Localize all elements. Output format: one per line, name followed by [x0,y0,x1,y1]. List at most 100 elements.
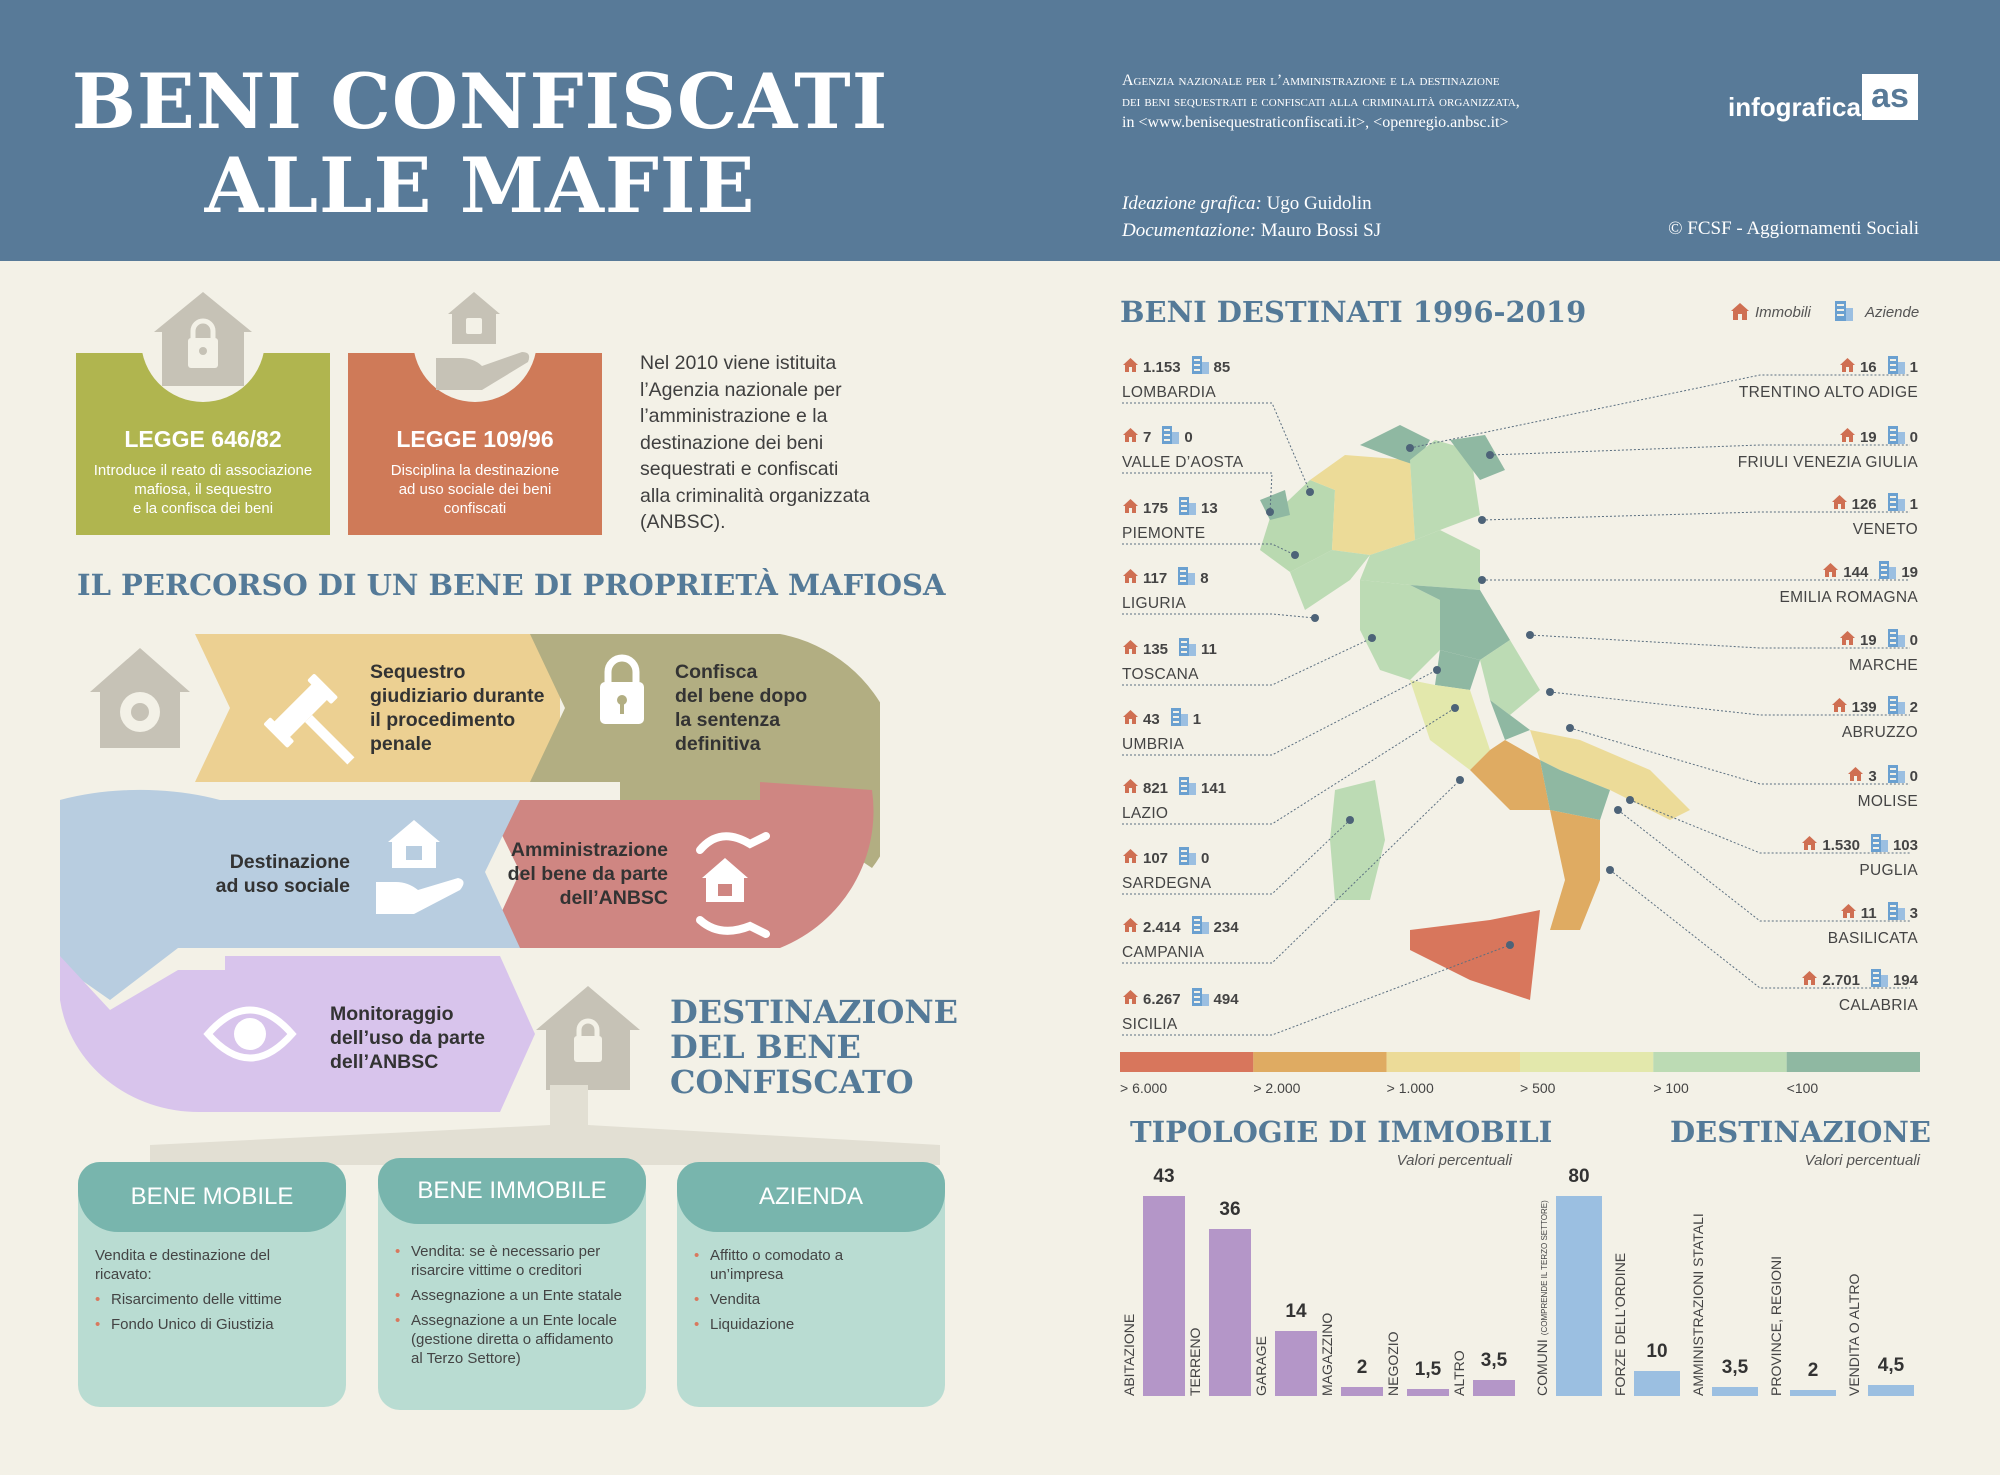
step-line: del bene da parte [507,863,668,885]
aziende-count: 0 [1909,632,1918,649]
map-title: BENI DESTINATI 1996-2019 [1120,295,1587,329]
law-desc-line: Introduce il reato di associazione [93,462,313,479]
region-piemonte [1260,480,1335,572]
law-desc-line: mafiosa, il sequestro [134,481,272,498]
tipologie-title: TIPOLOGIE DI IMMOBILI [1130,1115,1553,1149]
eye-icon [203,1006,297,1062]
destinazione-value-label: 2 [1807,1360,1819,1381]
immobili-count: 144 [1843,564,1869,581]
scale-swatch [1120,1052,1254,1072]
legend-house-icon [1731,303,1749,320]
building-icon [1887,764,1906,789]
house-icon [1122,989,1139,1010]
region-label-toscana: 135 11 TOSCANA [1122,637,1282,684]
destinazione-subtitle: Valori percentuali [1804,1152,1920,1169]
region-name: SICILIA [1122,1016,1178,1033]
source-note: Agenzia nazionale per l’amministrazione … [1122,70,1520,112]
region-name: LIGURIA [1122,595,1187,612]
region-sicilia [1410,910,1540,1000]
building-icon [1178,496,1197,521]
aziende-count: 85 [1213,359,1231,376]
immobili-count: 16 [1859,359,1877,376]
destinazione-title: DESTINAZIONE [1670,1115,1931,1149]
house-icon [1822,562,1839,583]
percorso-title: IL PERCORSO DI UN BENE DI PROPRIETÀ MAFI… [77,568,946,602]
building-icon [1887,901,1906,926]
list-item-text: un’impresa [710,1266,784,1283]
region-name: MARCHE [1849,657,1918,674]
list-item-text: Liquidazione [710,1316,795,1333]
leader-line [1122,707,1456,825]
region-puglia [1530,730,1690,820]
immobili-count: 117 [1143,570,1168,587]
hand-house-icon [413,286,537,402]
immobili-count: 139 [1851,699,1877,716]
destinazione-value-label: 4,5 [1877,1354,1905,1376]
intro-line: l’Agenzia nazionale per [640,378,842,401]
copyright: © FCSF - Aggiornamenti Sociali [1668,218,1919,239]
legend-immobili: Immobili [1755,304,1811,321]
region-dot [1606,866,1614,874]
house-icon [1839,630,1856,651]
region-dot [1311,614,1319,622]
percorso-flow [60,634,880,1113]
house-icon [1122,917,1139,938]
leader-line [1122,944,1511,1036]
region-name: ABRUZZO [1841,724,1918,741]
region-label-veneto: 126 1 VENETO [1700,492,1918,539]
leader-line [1122,819,1351,895]
region-name: VENETO [1852,521,1918,538]
aziende-count: 0 [1909,429,1918,446]
aziende-count: 2 [1909,699,1918,716]
step-line: definitiva [675,733,761,755]
list-item: Fondo Unico di Giustizia [95,1315,335,1334]
region-name: CAMPANIA [1122,944,1205,961]
step-line: dell’ANBSC [559,887,668,909]
step-line: Confisca [675,661,758,683]
region-dot [1546,688,1554,696]
aziende-count: 13 [1201,500,1218,517]
region-dot [1486,451,1494,459]
list-item: Liquidazione [694,1315,934,1334]
region-toscana [1360,580,1440,680]
cards-connector [150,1085,940,1165]
destinazione-category-label: VENDITA O ALTRO [1846,1273,1862,1396]
law-646-desc: Introduce il reato di associazione mafio… [76,461,330,518]
region-liguria [1290,550,1370,610]
house-eye-icon [90,648,190,748]
house-icon [1122,639,1139,660]
region-label-sicilia: 6.267 494 SICILIA [1122,987,1282,1034]
aziende-count: 11 [1201,641,1217,658]
leader-line [1122,472,1273,513]
card-bene-immobile-body: Vendita: se è necessario per risarcire vi… [395,1236,640,1368]
immobili-count: 821 [1143,780,1169,797]
region-sardegna [1330,780,1385,900]
destinazione-bar [1712,1387,1758,1396]
region-friuli [1450,435,1505,480]
building-icon [1177,566,1196,591]
scale-swatch [1386,1052,1520,1072]
region-label-trentinoaltoadige: 16 1 TRENTINO ALTO ADIGE [1700,355,1918,402]
intro-text: Nel 2010 viene istituita l’Agenzia nazio… [640,350,940,536]
region-label-emiliaromagna: 144 19 EMILIA ROMAGNA [1700,560,1918,607]
tipologie-category-label: ALTRO [1451,1350,1467,1396]
step-line: penale [370,733,432,755]
region-label-lombardia: 1.153 85 LOMBARDIA [1122,355,1282,402]
tipologie-value-label: 14 [1285,1300,1307,1322]
house-lock-icon [536,986,640,1090]
step-line: Amministrazione [510,839,668,861]
immobili-count: 2.701 [1822,972,1860,989]
region-trentino [1360,425,1430,465]
card-azienda-head: AZIENDA [677,1162,945,1232]
building-icon [1170,707,1189,732]
building-icon [1178,846,1197,871]
documentazione-label: Documentazione: [1122,220,1257,241]
building-icon [1191,987,1210,1012]
region-label-puglia: 1.530 103 PUGLIA [1700,833,1918,880]
immobili-count: 3 [1868,768,1877,785]
region-dot [1266,508,1274,516]
immobili-count: 19 [1859,429,1877,446]
law-646-title: LEGGE 646/82 [124,426,282,452]
house-icon [1839,357,1856,378]
law-desc-line: e la confisca dei beni [132,500,274,517]
